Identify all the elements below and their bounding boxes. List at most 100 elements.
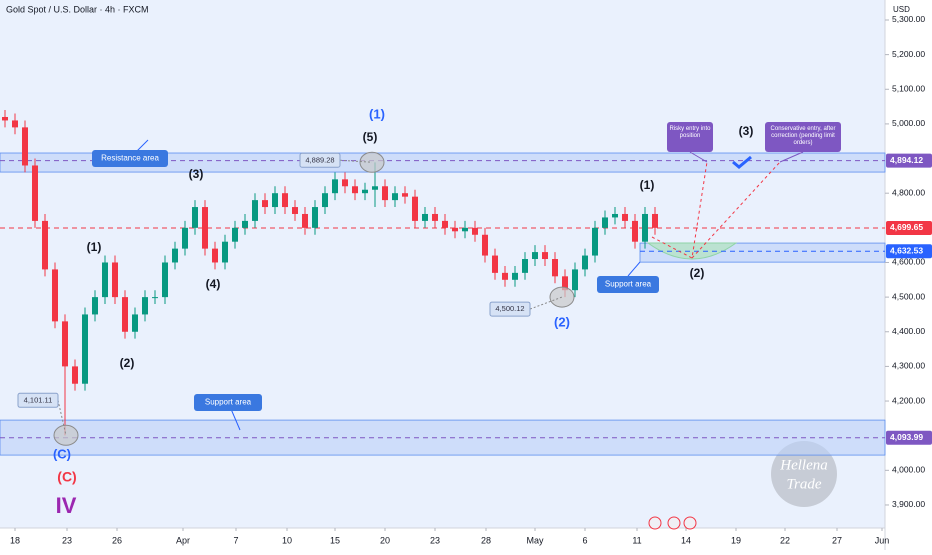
candle-body	[562, 276, 568, 291]
candle-body	[642, 213, 648, 242]
candle-body	[502, 272, 508, 280]
candle-body	[492, 255, 498, 273]
price-tag	[886, 430, 932, 445]
y-tick-label: 3,900.00	[892, 499, 925, 509]
wave-label: (2)	[120, 356, 135, 370]
candle-body	[52, 269, 58, 322]
candle-body	[552, 259, 558, 277]
zone-pointer	[627, 261, 641, 277]
candle-body	[32, 165, 38, 221]
x-tick-label: 14	[681, 535, 691, 545]
zone-tag	[597, 276, 659, 293]
projection	[651, 161, 781, 259]
connector	[339, 159, 373, 163]
x-tick-label: 23	[430, 535, 440, 545]
wave-label: (5)	[363, 130, 378, 144]
candle-body	[652, 213, 658, 228]
x-tick-label: 26	[112, 535, 122, 545]
zone-tag	[194, 394, 262, 411]
candle-body	[542, 252, 548, 260]
candle-body	[232, 227, 238, 242]
connector	[57, 400, 67, 436]
candle-body	[102, 262, 108, 298]
x-tick-label: 11	[632, 535, 641, 545]
point-label: 4,889.28	[305, 155, 334, 164]
connector	[529, 296, 563, 310]
y-tick-label: 4,400.00	[892, 326, 925, 336]
candle-body	[442, 220, 448, 228]
candle-body	[462, 227, 468, 232]
candle-body	[572, 269, 578, 291]
price-tag-label: 4,632.53	[890, 245, 923, 255]
zone-label: Resistance area	[101, 154, 159, 163]
candle-body	[202, 207, 208, 249]
candle-body	[82, 314, 88, 384]
price-tag-label: 4,699.65	[890, 222, 923, 232]
candle-body	[382, 186, 388, 201]
candle-body	[222, 241, 228, 263]
candle-body	[92, 297, 98, 315]
watermark-badge	[771, 441, 837, 507]
note: Risky entry into position	[669, 126, 711, 139]
x-tick-label: 22	[780, 535, 790, 545]
candle-body	[522, 259, 528, 273]
x-tick-label: 27	[832, 535, 842, 545]
x-tick-label: Jun	[875, 535, 890, 545]
candle-body	[432, 213, 438, 221]
chart-title: Gold Spot / U.S. Dollar · 4h · FXCM	[6, 4, 149, 14]
candle-body	[602, 217, 608, 228]
x-tick-label: 7	[233, 535, 238, 545]
point-tag	[489, 301, 531, 317]
candle-body	[322, 193, 328, 208]
wave-label: (3)	[189, 167, 204, 181]
note-box	[667, 122, 713, 152]
wave-label: (1)	[87, 240, 102, 254]
wave-label: (2)	[554, 314, 570, 329]
candle-body	[192, 207, 198, 228]
zone-label: Support area	[205, 398, 252, 407]
wave-label: (3)	[739, 124, 754, 138]
y-tick-label: 4,200.00	[892, 395, 925, 405]
candle-body	[152, 297, 158, 299]
event-icon	[683, 516, 697, 530]
candle-body	[212, 248, 218, 263]
price-tag	[886, 220, 932, 235]
pivot-marker	[549, 286, 575, 308]
x-tick-label: 20	[380, 535, 390, 545]
x-tick-label: 10	[282, 535, 292, 545]
wave-label: (2)	[690, 266, 705, 280]
y-tick-label: 4,500.00	[892, 291, 925, 301]
currency: USD	[893, 5, 910, 14]
candle-body	[172, 248, 178, 263]
candle-body	[72, 366, 78, 384]
projection-path	[691, 161, 781, 259]
x-tick-label: 15	[330, 535, 340, 545]
price-tag-label: 4,093.99	[890, 432, 923, 442]
y-tick-label: 4,000.00	[892, 465, 925, 475]
candle-body	[42, 220, 48, 270]
x-tick-label: 19	[731, 535, 741, 545]
y-tick-label: 5,200.00	[892, 49, 925, 59]
x-tick-label: May	[526, 535, 544, 545]
candle-body	[182, 227, 188, 249]
wave-label: (C)	[53, 446, 71, 461]
x-tick-label: 28	[481, 535, 491, 545]
y-tick-label: 4,600.00	[892, 257, 925, 267]
candle-body	[162, 262, 168, 298]
candle-body	[372, 186, 378, 190]
wave-label: (C)	[57, 469, 76, 485]
candle-body	[22, 127, 28, 166]
candle-body	[12, 120, 18, 128]
x-tick-label: 23	[62, 535, 72, 545]
x-tick-label: 6	[582, 535, 587, 545]
watermark: Hellena	[779, 457, 827, 473]
x-tick-label: 18	[10, 535, 20, 545]
point-label: 4,101.11	[24, 395, 53, 404]
note-wrap: Conservative entry, after correction (pe…	[771, 126, 836, 146]
candle-body	[252, 200, 258, 221]
y-tick-label: 5,100.00	[892, 84, 925, 94]
candle-body	[632, 220, 638, 242]
candle-body	[62, 321, 68, 367]
zone	[0, 152, 886, 173]
